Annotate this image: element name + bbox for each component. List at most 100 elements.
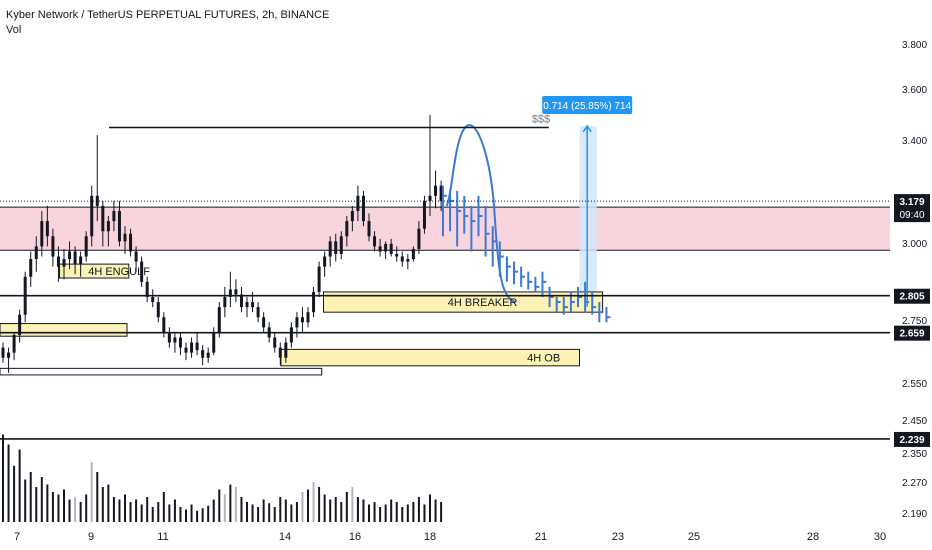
candle-body: [262, 317, 266, 328]
volume-bar: [384, 504, 387, 522]
price-label-box: [894, 194, 930, 223]
price-label: 2.239: [899, 435, 924, 446]
measure-label: 0.714 (25.85%) 714: [543, 101, 631, 112]
candle-body: [245, 302, 249, 308]
price-axis: 3.179 09:40 2.805 2.659 2.239 3.800 3.600 3.400…: [894, 40, 930, 520]
candle-body: [217, 307, 221, 333]
candle-body: [389, 243, 393, 254]
volume-bar: [417, 497, 420, 522]
volume-bar: [112, 497, 115, 522]
resistance-band: [0, 207, 890, 251]
candle-body: [68, 251, 72, 260]
volume-bar: [240, 497, 243, 522]
volume-bar: [279, 497, 282, 522]
volume-bar: [434, 499, 437, 522]
volume-bar: [340, 502, 343, 522]
x-tick-label: 9: [88, 531, 94, 543]
candle-body: [345, 221, 349, 237]
annotation-layer: 4H ENGULF 4H BREAKER 4H OB $$$0.714 (25.85%…: [0, 95, 890, 440]
volume-bar: [201, 508, 204, 522]
candle-body: [273, 337, 277, 348]
candle-body: [234, 289, 238, 295]
volume-bar: [373, 502, 376, 522]
volume-bar: [79, 502, 82, 522]
volume-bar: [379, 507, 382, 522]
volume-bar: [401, 507, 404, 522]
candle-body: [112, 210, 116, 222]
candle-body: [212, 332, 216, 353]
candle-body: [40, 221, 44, 247]
candle-body: [45, 221, 49, 237]
volume-bars: [2, 434, 443, 522]
zone-4h-breaker: [323, 291, 604, 313]
candle-body: [400, 256, 404, 262]
candle-body: [34, 246, 38, 260]
volume-bar: [185, 509, 188, 522]
y-tick-label: 3.600: [902, 85, 927, 96]
volume-bar: [307, 489, 310, 522]
candle-body: [323, 256, 327, 267]
candle-body: [79, 256, 83, 265]
candle-body: [306, 312, 310, 323]
volume-bar: [218, 489, 221, 522]
candle-body: [411, 248, 415, 260]
candle-body: [406, 259, 410, 262]
volume-bar: [323, 494, 326, 522]
candle-body: [201, 350, 205, 358]
volume-bar: [412, 502, 415, 522]
candle-body: [295, 317, 299, 328]
candle-body: [312, 291, 316, 313]
volume-bar: [234, 487, 237, 522]
volume-bar: [390, 499, 393, 522]
zone-4h-engulf: [59, 263, 130, 279]
candle-body: [373, 236, 377, 247]
candle-body: [417, 228, 421, 249]
volume-bar: [151, 507, 154, 522]
candle-body: [167, 332, 171, 343]
price-label-countdown: 09:40: [899, 210, 924, 221]
candle-body: [62, 259, 66, 267]
candle-body: [145, 281, 149, 297]
candle-body: [328, 241, 332, 257]
candle-body: [134, 251, 138, 262]
candle-body: [317, 266, 321, 292]
candlesticks: [1, 114, 443, 373]
y-tick-label: 2.190: [902, 509, 927, 520]
volume-bar: [68, 499, 71, 522]
volume-bar: [229, 484, 232, 522]
y-tick-label: 3.400: [902, 136, 927, 147]
price-label: 3.179: [899, 197, 924, 208]
zone-4h-ob-label: 4H OB: [527, 353, 560, 365]
volume-bar: [107, 484, 110, 522]
time-axis: 7 9 11 14 16 18 21 23 25 28 30: [14, 531, 886, 543]
volume-bar: [7, 444, 10, 522]
candle-body: [384, 243, 388, 252]
candle-body: [178, 337, 182, 348]
price-label: 2.659: [899, 329, 924, 340]
candle-body: [51, 236, 55, 257]
candle-body: [350, 210, 354, 222]
candle-body: [162, 317, 166, 333]
volume-bar: [90, 462, 93, 522]
x-tick-label: 21: [535, 531, 547, 543]
volume-bar: [362, 499, 365, 522]
volume-bar: [146, 497, 149, 522]
volume-bar: [257, 507, 260, 522]
candle-body: [7, 352, 11, 358]
forecast-curve: [445, 124, 516, 303]
candle-body: [284, 342, 288, 358]
volume-bar: [2, 434, 4, 522]
volume-bar: [85, 494, 88, 522]
candle-body: [151, 297, 155, 303]
volume-bar: [35, 487, 38, 522]
volume-bar: [118, 499, 121, 522]
volume-bar: [140, 504, 143, 522]
candle-body: [378, 246, 382, 252]
volume-bar: [190, 504, 193, 522]
candle-body: [206, 352, 210, 358]
candle-body: [251, 302, 255, 308]
volume-bar: [24, 479, 27, 522]
candle-body: [73, 251, 77, 265]
x-tick-label: 30: [874, 531, 886, 543]
